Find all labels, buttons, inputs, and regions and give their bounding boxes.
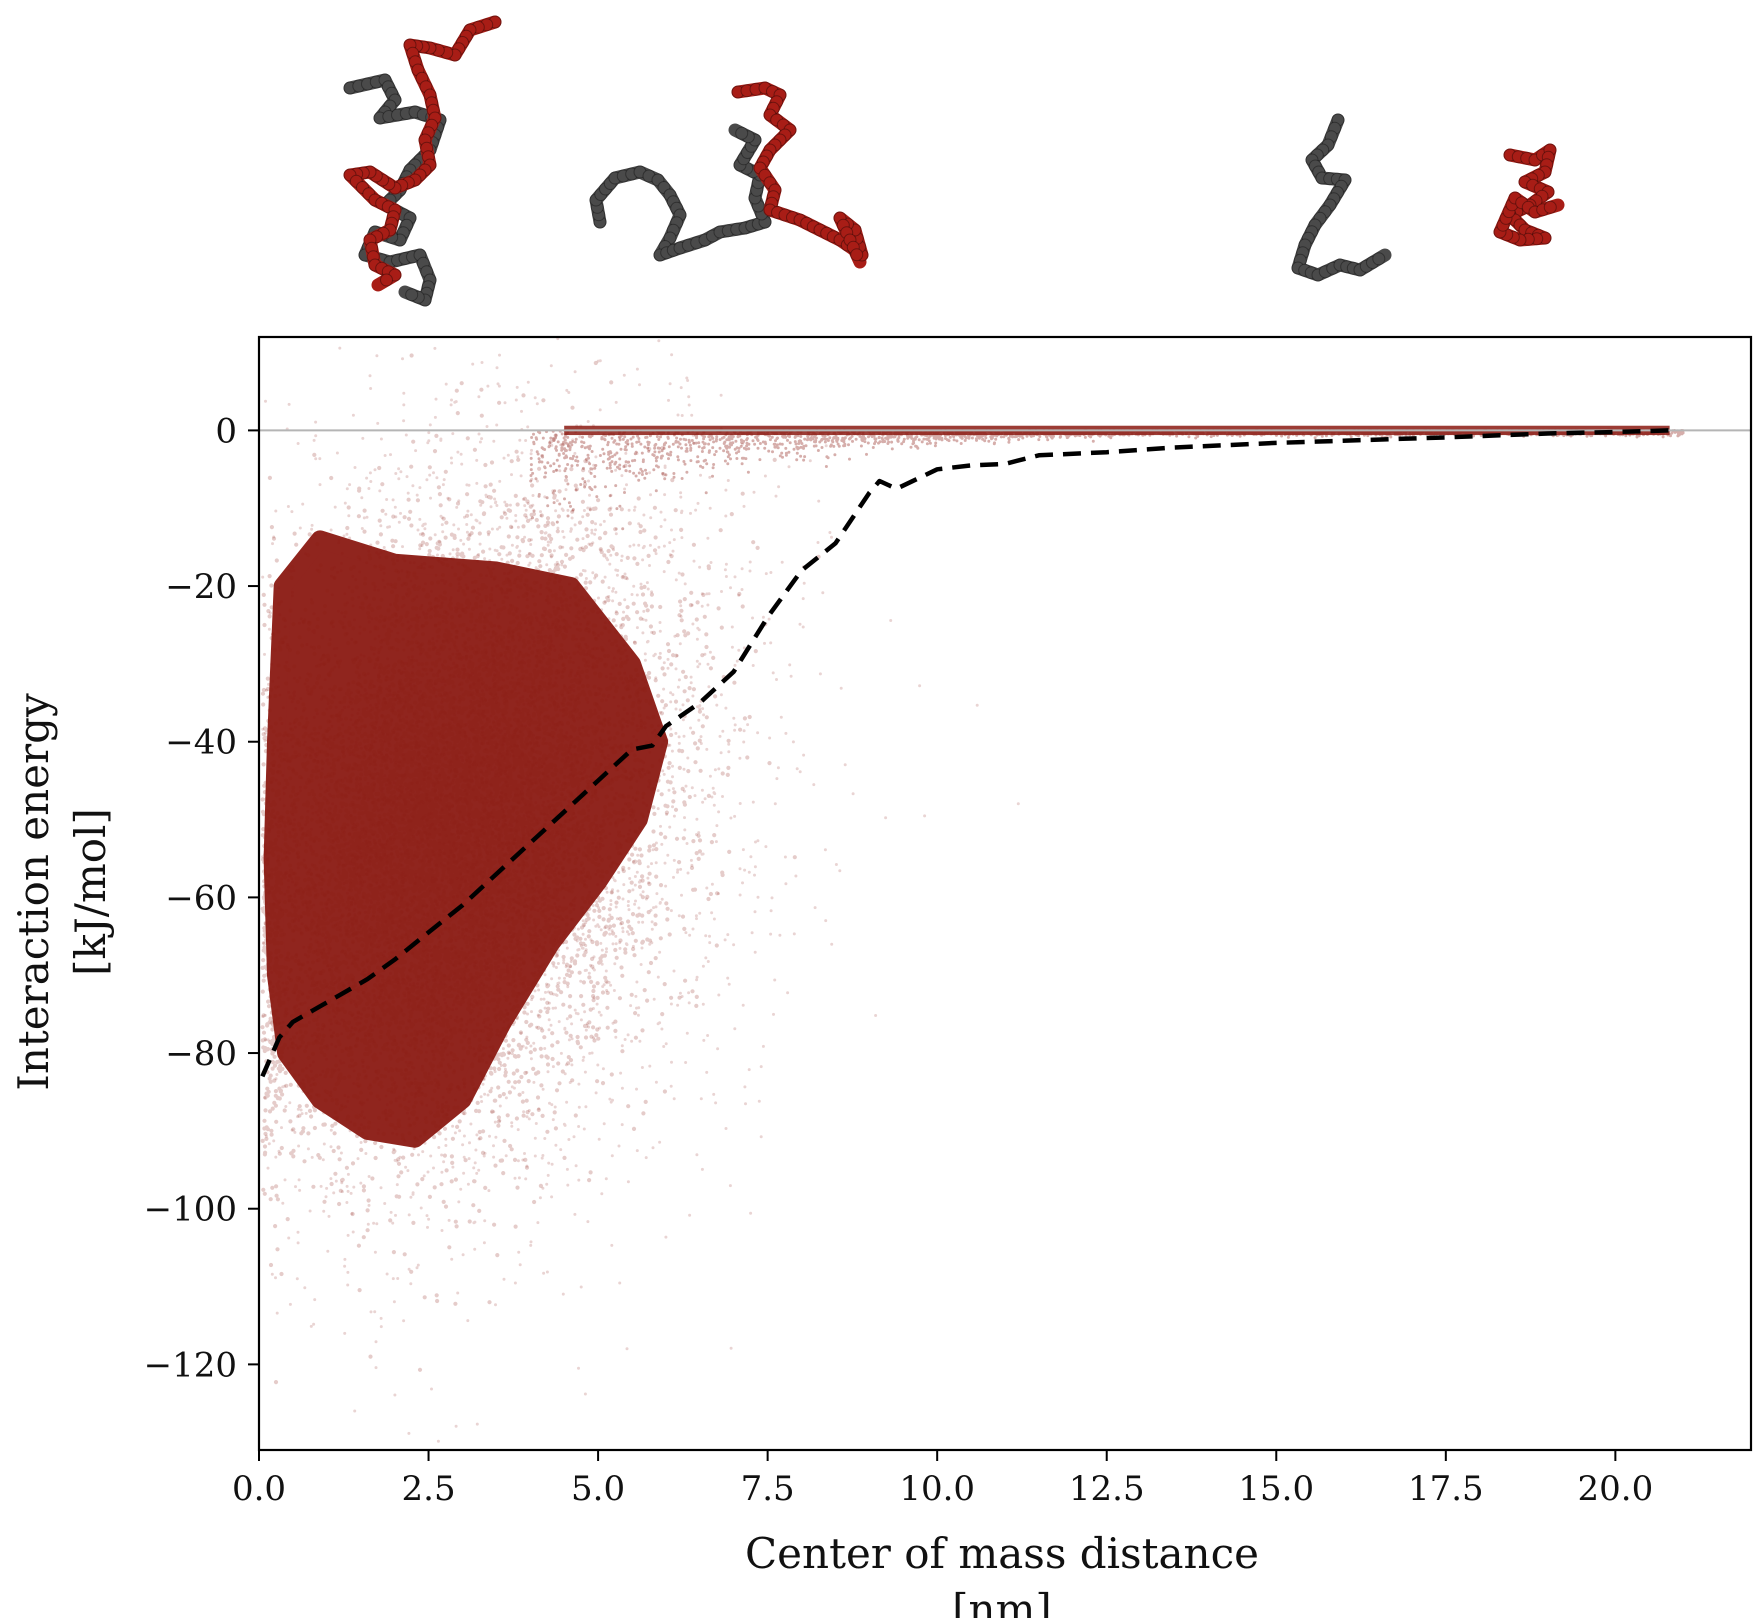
scatter-cloud-core	[263, 530, 669, 1148]
y-tick-label: −80	[165, 1034, 237, 1074]
y-axis-ticks: 0 −20 −40 −60 −80 −100 −120	[144, 411, 259, 1385]
x-tick-label: 0.0	[232, 1469, 286, 1509]
y-tick-label: −100	[144, 1190, 237, 1230]
structure-1-red-chain	[343, 15, 502, 292]
x-tick-label: 2.5	[402, 1469, 456, 1509]
y-axis-unit: [kJ/mol]	[66, 808, 115, 976]
structure-2-gray-chain	[589, 123, 772, 262]
plot-area	[257, 335, 1753, 1452]
structure-2-red-chain	[731, 81, 869, 269]
structure-3-red-chain	[1493, 143, 1565, 247]
x-tick-label: 5.0	[571, 1469, 625, 1509]
x-tick-label: 10.0	[899, 1469, 975, 1509]
x-tick-label: 15.0	[1238, 1469, 1314, 1509]
y-tick-label: −20	[165, 567, 237, 607]
x-axis-ticks: 0.0 2.5 5.0 7.5 10.0 12.5 15.0 17.5 20.0	[232, 1450, 1653, 1509]
x-tick-label: 12.5	[1069, 1469, 1145, 1509]
y-tick-label: −40	[165, 723, 237, 763]
y-tick-label: −120	[144, 1345, 237, 1385]
polymer-structure-images	[343, 15, 1565, 307]
structure-3-gray-chain	[1291, 113, 1392, 282]
x-tick-label: 20.0	[1578, 1469, 1654, 1509]
plot-frame	[257, 335, 1753, 1452]
y-tick-label: 0	[215, 411, 237, 451]
mean-energy-dashed-line	[260, 428, 1670, 1078]
x-tick-label: 17.5	[1408, 1469, 1484, 1509]
y-tick-label: −60	[165, 878, 237, 918]
scatter-cloud	[260, 337, 1685, 1443]
x-tick-label: 7.5	[741, 1469, 795, 1509]
x-axis-unit: [nm]	[952, 1585, 1052, 1618]
y-axis-title: Interaction energy	[9, 693, 58, 1091]
x-axis-title: Center of mass distance	[745, 1529, 1259, 1578]
